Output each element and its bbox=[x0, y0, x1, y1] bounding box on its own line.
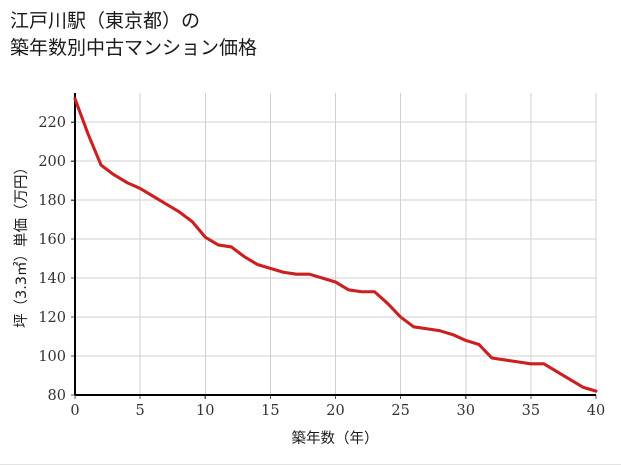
y-axis-title: 坪（3.3㎡）単価（万円） bbox=[13, 160, 30, 328]
x-tick-label: 5 bbox=[136, 403, 145, 419]
y-tick-label: 220 bbox=[38, 115, 66, 131]
x-tick-label: 15 bbox=[261, 403, 279, 419]
x-axis-title: 築年数（年） bbox=[292, 429, 379, 447]
x-tick-label: 0 bbox=[70, 403, 79, 419]
chart-title-line-1: 江戸川駅（東京都）の bbox=[10, 10, 201, 32]
gridlines bbox=[75, 93, 597, 396]
x-tick-label: 25 bbox=[391, 403, 409, 419]
x-tick-label: 20 bbox=[326, 403, 344, 419]
chart-title-line-2: 築年数別中古マンション価格 bbox=[10, 37, 258, 59]
x-tick-label: 30 bbox=[457, 403, 475, 419]
y-tick-label: 80 bbox=[48, 388, 66, 404]
y-tick-label: 120 bbox=[38, 310, 66, 326]
y-tick-label: 100 bbox=[38, 349, 66, 365]
y-tick-label: 200 bbox=[38, 154, 66, 170]
y-tick-label: 160 bbox=[38, 232, 66, 248]
chart-title: 江戸川駅（東京都）の築年数別中古マンション価格 bbox=[10, 8, 610, 62]
y-tick-label: 140 bbox=[38, 271, 66, 287]
x-tick-label: 10 bbox=[196, 403, 214, 419]
x-tick-label: 40 bbox=[587, 403, 605, 419]
x-tick-label: 35 bbox=[522, 403, 540, 419]
y-tick-label: 180 bbox=[38, 193, 66, 209]
y-axis-ticks: 80 100 120 140 160 180 200 220 bbox=[38, 115, 75, 404]
x-axis-ticks: 0 5 10 15 20 25 30 35 40 bbox=[70, 395, 605, 419]
price-line-series bbox=[73, 97, 598, 393]
